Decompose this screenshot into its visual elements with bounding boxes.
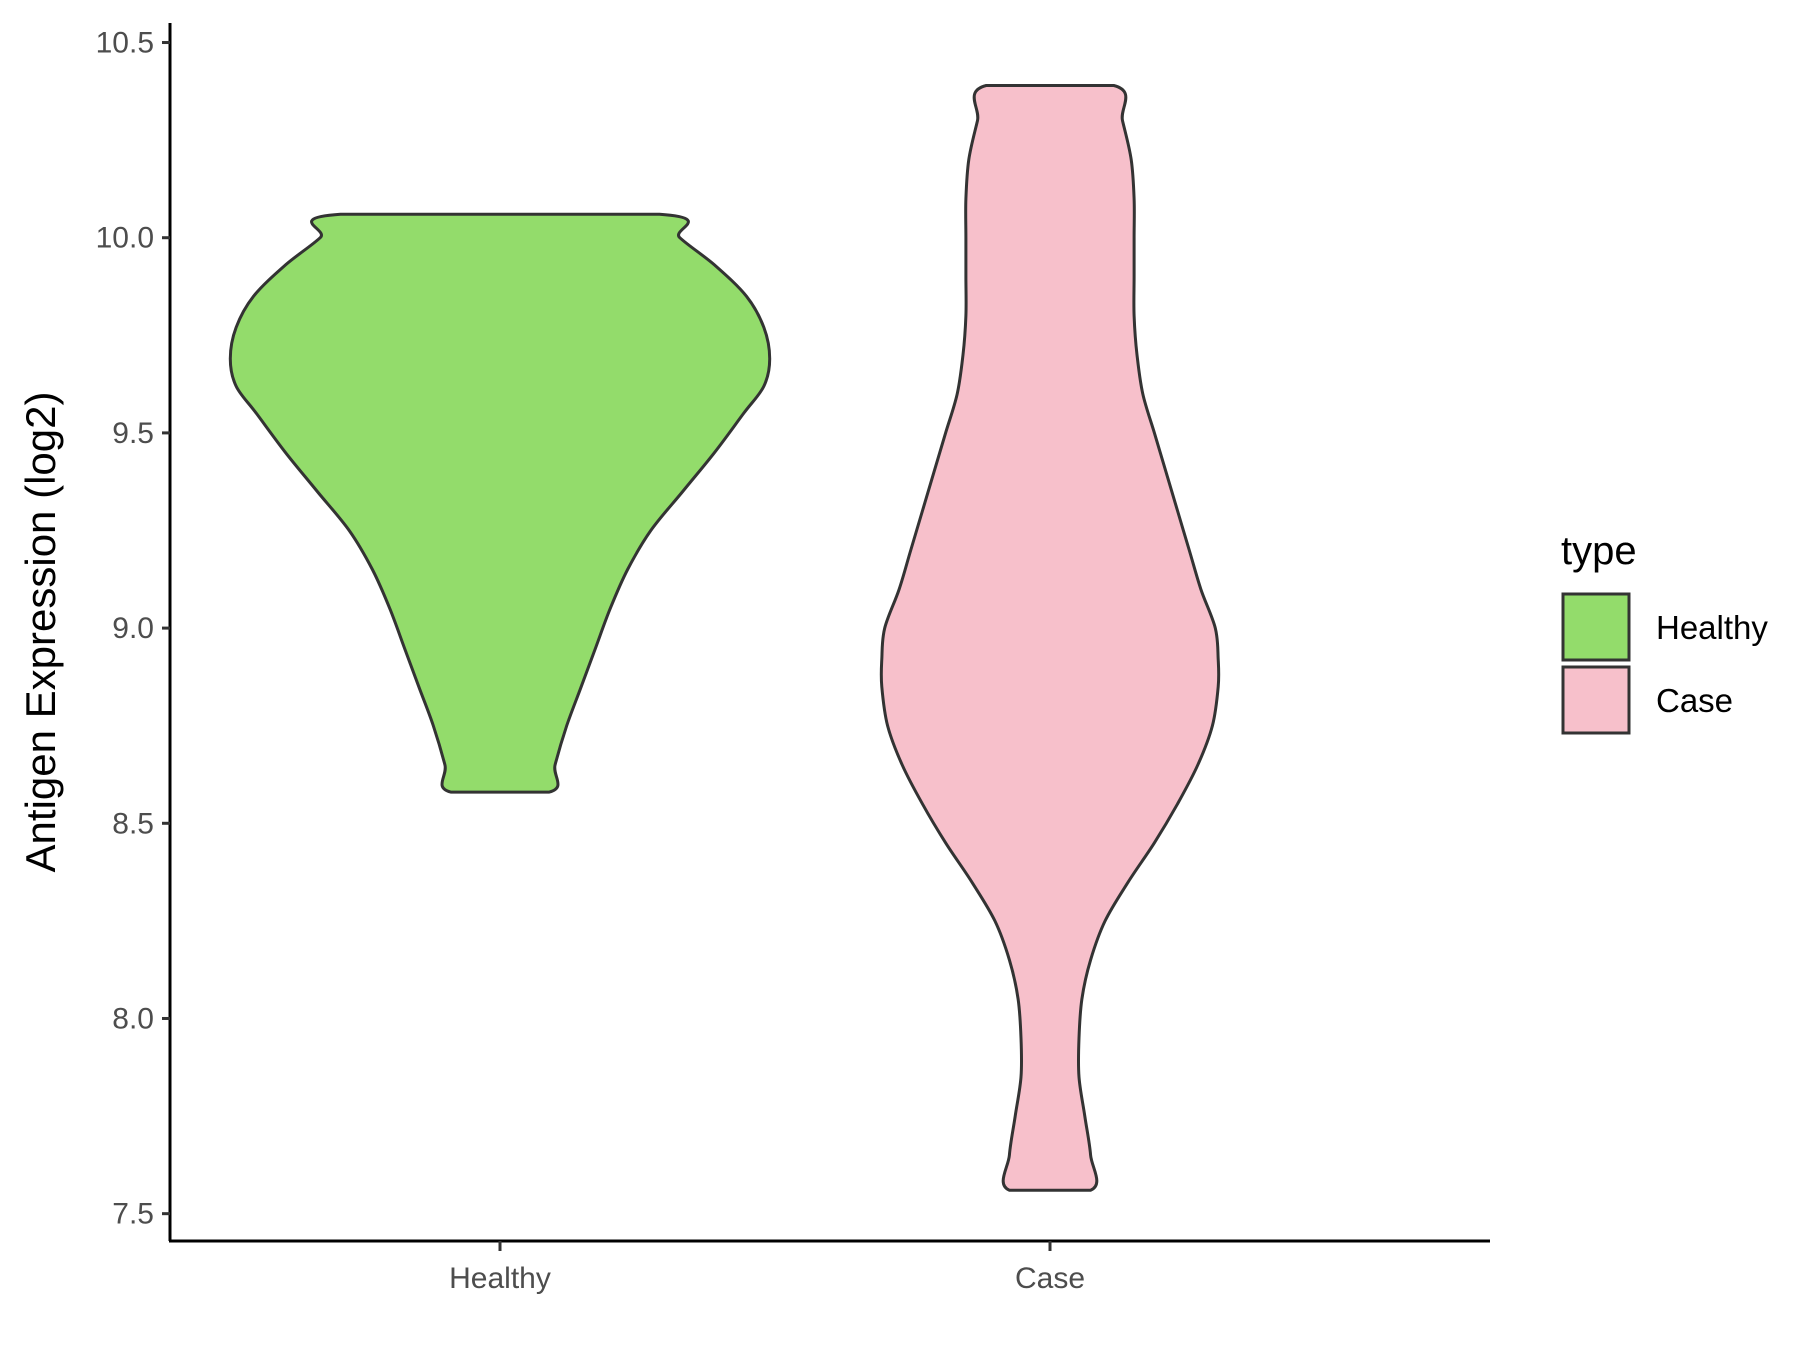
y-tick-label: 9.5 (112, 417, 154, 450)
violin-layer (228, 84, 1221, 1192)
y-tick-label: 9.0 (112, 612, 154, 645)
violin-healthy (228, 212, 772, 794)
y-tick-label: 10.5 (96, 27, 154, 60)
y-tick-label: 8.0 (112, 1002, 154, 1035)
y-axis-title: Antigen Expression (log2) (17, 392, 64, 873)
x-tick-label-healthy: Healthy (449, 1262, 551, 1295)
x-ticks: Healthy Case (449, 1241, 1085, 1295)
legend: type Healthy Case (1561, 529, 1768, 735)
y-ticks: 7.5 8.0 8.5 9.0 9.5 10.0 10.5 (96, 27, 170, 1231)
legend-swatch-healthy (1561, 592, 1631, 662)
axes (168, 23, 1490, 1243)
y-tick-label: 8.5 (112, 807, 154, 840)
legend-label-case: Case (1656, 682, 1733, 719)
legend-title: type (1561, 529, 1637, 573)
y-tick-label: 10.0 (96, 222, 154, 255)
violin-case (879, 84, 1221, 1192)
legend-label-healthy: Healthy (1656, 609, 1768, 646)
y-tick-label: 7.5 (112, 1198, 154, 1231)
legend-swatch-case (1561, 665, 1631, 735)
x-tick-label-case: Case (1015, 1262, 1085, 1295)
